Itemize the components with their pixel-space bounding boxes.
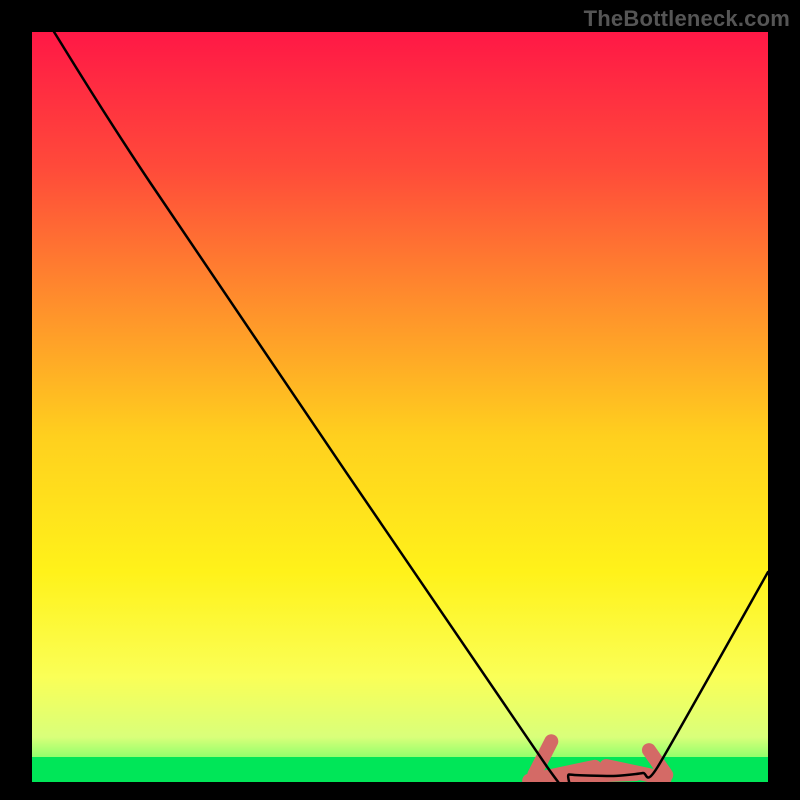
- gradient-background: [32, 32, 768, 782]
- bottom-green-band: [32, 757, 768, 783]
- plot-area: [32, 32, 768, 782]
- chart-container: TheBottleneck.com: [0, 0, 800, 800]
- watermark-text: TheBottleneck.com: [584, 6, 790, 32]
